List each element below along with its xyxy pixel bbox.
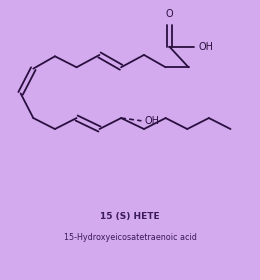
Text: OH: OH	[145, 116, 159, 126]
Text: O: O	[166, 9, 173, 19]
Text: OH: OH	[198, 42, 213, 52]
Text: 15 (S) HETE: 15 (S) HETE	[100, 212, 160, 221]
Text: 15-Hydroxyeicosatetraenoic acid: 15-Hydroxyeicosatetraenoic acid	[63, 233, 197, 242]
